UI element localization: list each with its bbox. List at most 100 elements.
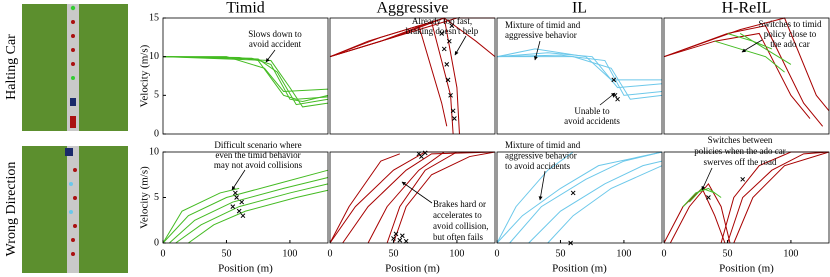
y-tick-label: 0 bbox=[154, 237, 159, 248]
crash-marker bbox=[422, 150, 428, 156]
panel-title: IL bbox=[572, 0, 587, 17]
x-tick-label: 0 bbox=[328, 248, 333, 259]
annotation: Mixture of timid and bbox=[505, 20, 581, 30]
x-tick-label: 100 bbox=[783, 248, 798, 259]
annotation: Mixture of timid and bbox=[505, 140, 581, 150]
crash-marker bbox=[444, 62, 450, 67]
scene-bottom bbox=[22, 146, 128, 273]
annotation-arrow bbox=[701, 167, 713, 191]
trajectory bbox=[329, 153, 400, 244]
annotation: even the timid behavior bbox=[215, 150, 300, 160]
annotation: may not avoid collisions bbox=[214, 160, 303, 170]
panel: 0 50 100 Position (m) Switches betweenpolici… bbox=[662, 135, 830, 275]
trajectory bbox=[733, 151, 830, 244]
y-tick-label: 10 bbox=[149, 51, 159, 62]
trajectory bbox=[162, 56, 329, 100]
trajectory bbox=[726, 151, 830, 244]
axes-frame bbox=[329, 17, 496, 135]
annotation: avoid accident bbox=[249, 39, 302, 49]
trajectory bbox=[497, 56, 663, 100]
trajectory bbox=[714, 40, 785, 73]
x-tick-label: 100 bbox=[616, 248, 631, 259]
annotation-arrow bbox=[231, 169, 246, 191]
crash-marker bbox=[441, 46, 447, 52]
x-tick-label: 100 bbox=[449, 248, 464, 259]
panel-title: Aggressive bbox=[377, 0, 449, 17]
crash-marker bbox=[419, 154, 424, 159]
annotation: but often fails bbox=[433, 232, 483, 242]
trajectory bbox=[496, 151, 574, 244]
crash-marker bbox=[448, 92, 453, 98]
crash-marker bbox=[232, 190, 238, 196]
axes-frame bbox=[329, 151, 496, 244]
y-tick-label: 5 bbox=[154, 90, 159, 101]
crash-marker bbox=[236, 208, 242, 214]
annotation: aggressive behavior bbox=[505, 30, 577, 40]
crash-marker bbox=[393, 231, 399, 237]
crash-marker bbox=[240, 213, 246, 219]
crash-marker bbox=[450, 108, 456, 114]
crash-marker bbox=[706, 195, 711, 200]
x-tick-label: 50 bbox=[555, 248, 565, 259]
row-label: Halting Car bbox=[4, 34, 19, 100]
x-tick-label: 50 bbox=[221, 248, 231, 259]
trajectory bbox=[528, 160, 663, 244]
annotation-arrow bbox=[454, 35, 467, 56]
annotation: Brakes hard or bbox=[433, 199, 486, 209]
y-axis-label: Velocity (m/s) bbox=[139, 166, 151, 229]
crash-marker bbox=[740, 176, 746, 182]
crash-marker bbox=[234, 195, 239, 200]
annotation: policies when the ado car bbox=[694, 146, 785, 156]
trajectory bbox=[329, 25, 448, 127]
axes-frame bbox=[663, 17, 830, 135]
annotation-arrow bbox=[741, 39, 763, 53]
x-tick-label: 0 bbox=[161, 248, 166, 259]
annotation: braking doesn't help bbox=[406, 26, 479, 36]
annotation-arrow bbox=[401, 181, 433, 204]
x-tick-label: 50 bbox=[388, 248, 398, 259]
trajectory bbox=[342, 151, 496, 244]
trajectory bbox=[496, 48, 662, 81]
panel-title: H-ReIL bbox=[722, 0, 772, 17]
crash-marker bbox=[446, 38, 452, 44]
crash-marker bbox=[570, 190, 576, 196]
annotation: accelerates to bbox=[433, 210, 482, 220]
trajectory bbox=[682, 187, 722, 207]
x-axis-label: Position (m) bbox=[552, 263, 607, 275]
crash-marker bbox=[449, 23, 455, 29]
annotation: policy close to bbox=[764, 29, 817, 39]
trajectory bbox=[169, 176, 329, 244]
trajectory bbox=[162, 56, 329, 106]
y-axis-label: Velocity (m/s) bbox=[139, 44, 151, 107]
axes-frame bbox=[162, 17, 329, 135]
trajectory bbox=[162, 56, 329, 108]
axes-frame bbox=[496, 151, 663, 244]
trajectory bbox=[496, 54, 663, 96]
x-axis-label: Position (m) bbox=[218, 263, 273, 275]
annotation: Switches between bbox=[708, 135, 773, 145]
scene-top bbox=[22, 4, 128, 131]
trajectory bbox=[496, 52, 663, 89]
annotation: Difficult scenario where bbox=[214, 140, 301, 150]
trajectory bbox=[547, 165, 663, 244]
y-tick-label: 0 bbox=[154, 128, 159, 139]
crash-marker bbox=[230, 204, 236, 209]
annotation-arrow bbox=[599, 92, 616, 106]
crash-marker bbox=[615, 96, 620, 102]
annotation: Switches to timid bbox=[759, 19, 823, 29]
panel: Timid 0 5 10 15 Velocity (m/s) Slows down toav… bbox=[139, 0, 329, 139]
panel: 0 50 100 Position (m) Mixture of timid andag… bbox=[495, 140, 663, 275]
crash-marker bbox=[439, 31, 445, 36]
y-tick-label: 10 bbox=[149, 146, 159, 157]
trajectory bbox=[163, 56, 329, 92]
annotation-arrow bbox=[538, 170, 546, 201]
trajectory bbox=[739, 33, 792, 65]
crash-marker bbox=[239, 199, 245, 205]
annotation-arrow bbox=[533, 40, 541, 61]
row-label: Wrong Direction bbox=[4, 162, 19, 257]
annotation: the ado car bbox=[770, 39, 809, 49]
